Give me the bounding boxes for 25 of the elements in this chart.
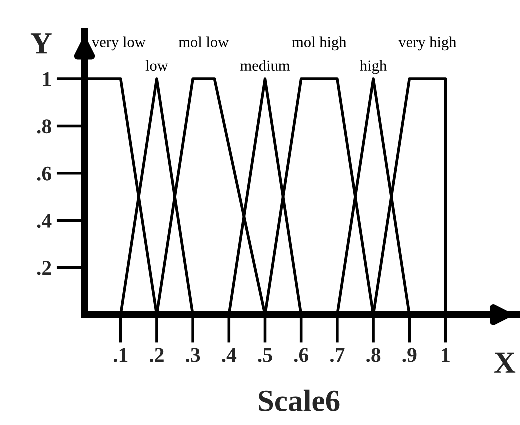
x-tick-label: .5 xyxy=(258,348,272,362)
x-tick-label: .7 xyxy=(330,348,345,362)
series-label: high xyxy=(360,60,387,74)
y-axis-title: Y xyxy=(30,34,52,54)
x-tick-label: .9 xyxy=(402,348,417,362)
x-tick-label: .2 xyxy=(150,348,164,362)
y-tick-label: .4 xyxy=(37,214,52,228)
series-label: medium xyxy=(240,60,290,72)
y-tick-label: .8 xyxy=(37,120,52,134)
y-tick-label: .2 xyxy=(37,261,52,276)
x-tick-label: .8 xyxy=(366,348,381,362)
text: Scale6 xyxy=(259,390,340,412)
y-tick-label: .6 xyxy=(37,166,52,181)
y-tick-label: 1 xyxy=(43,72,52,86)
x-tick-label: .3 xyxy=(186,348,200,362)
legend-label: very low xyxy=(92,36,146,51)
x-axis-title: X xyxy=(494,352,516,373)
series-label: mol high xyxy=(292,36,347,51)
x-tick-label: .4 xyxy=(222,348,237,362)
x-tick-label: .6 xyxy=(294,348,309,362)
text: mol low xyxy=(178,36,230,48)
series-label: low xyxy=(146,60,168,72)
x-tick-label: .1 xyxy=(114,348,128,362)
x-tick-label: 1 xyxy=(442,348,450,362)
series-label: very high xyxy=(398,36,457,51)
